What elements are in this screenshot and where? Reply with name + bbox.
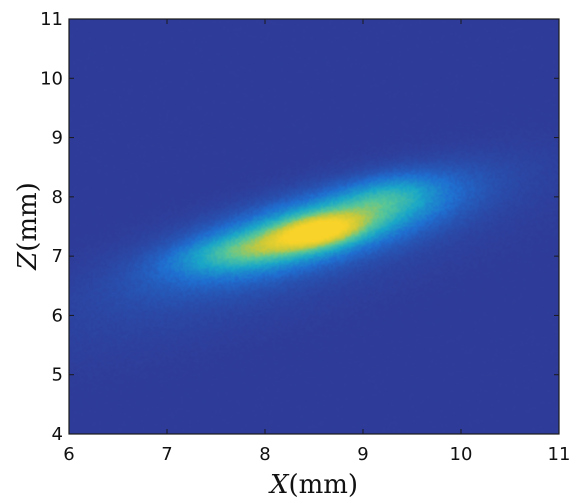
x-tick-label: 9 [357,444,368,465]
x-axis: 6 7 8 9 10 11 [63,19,570,465]
x-axis-label: X(mm) [268,470,358,498]
y-tick-label: 10 [40,68,63,89]
y-axis: 4 5 6 7 8 9 10 11 [40,9,559,445]
x-axis-label-unit: (mm) [288,470,358,498]
x-tick-label: 8 [259,444,270,465]
plot-area [68,18,560,435]
y-tick-label: 4 [52,424,63,445]
x-tick-label: 10 [450,444,473,465]
x-axis-label-var: X [268,470,290,498]
y-axis-label-unit: (mm) [13,182,43,252]
y-axis-label-var: Z [13,251,43,271]
y-tick-label: 6 [52,305,63,326]
y-tick-label: 5 [52,365,63,386]
x-tick-label: 11 [548,444,571,465]
plot-frame [68,18,560,435]
y-tick-label: 11 [40,9,63,30]
y-tick-label: 9 [52,128,63,149]
y-tick-label: 8 [52,187,63,208]
y-axis-label: Z(mm) [13,182,43,271]
y-tick-label: 7 [52,246,63,267]
heatmap-image [69,19,559,434]
x-tick-label: 6 [63,444,74,465]
x-tick-label: 7 [161,444,172,465]
